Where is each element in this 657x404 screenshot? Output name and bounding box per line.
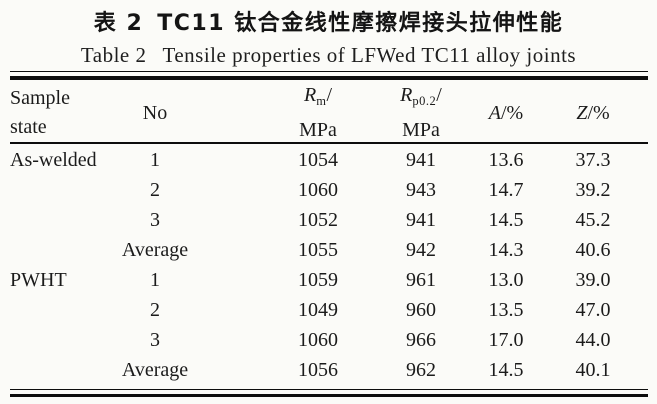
spacer-cell [192, 355, 268, 385]
z-symbol: Z [576, 101, 588, 124]
cell-z-reduction: 47.0 [575, 298, 611, 321]
cell-rm: 1054 [298, 148, 338, 171]
cell-rp02: 966 [406, 328, 436, 351]
spacer-cell [192, 295, 268, 325]
cell-z-reduction: 45.2 [575, 208, 611, 231]
table-row: 2 1049 960 13.5 47.0 [10, 295, 648, 325]
cell-rp02: 962 [406, 358, 436, 381]
spacer-cell [192, 265, 268, 295]
table-row: Average 1056 962 14.5 40.1 [10, 355, 648, 385]
header-row: Sample state No Rm/ MPa Rp0.2/ MPa [10, 81, 648, 145]
header-sample-state: Sample state [10, 81, 118, 145]
spacer-cell [192, 145, 268, 175]
bottom-rule-thin [10, 389, 648, 390]
spacer-cell [192, 175, 268, 205]
header-rm: Rm/ MPa [268, 81, 368, 145]
table-row: PWHT 1 1059 961 13.0 39.0 [10, 265, 648, 295]
table-row: As-welded 1 1054 941 13.6 37.3 [10, 145, 648, 175]
header-rp02: Rp0.2/ MPa [368, 81, 474, 145]
cell-sample-state [10, 235, 118, 265]
header-a: A/% [474, 81, 538, 145]
header-divider-rule [10, 142, 648, 144]
cell-sample-state [10, 325, 118, 355]
cell-no: 1 [150, 148, 160, 171]
cell-rm: 1052 [298, 208, 338, 231]
cell-z-reduction: 40.1 [575, 358, 611, 381]
cell-rm: 1060 [298, 328, 338, 351]
a-slash: /% [501, 101, 524, 124]
header-no: No [142, 101, 168, 124]
cell-rp02: 960 [406, 298, 436, 321]
cell-a-elongation: 13.6 [488, 148, 524, 171]
header-sample-state-line2: state [10, 116, 47, 138]
rm-symbol: R [303, 84, 317, 106]
cell-sample-state: PWHT [10, 268, 67, 291]
cell-rm: 1059 [298, 268, 338, 291]
header-z: Z/% [538, 81, 648, 145]
table-row: 3 1060 966 17.0 44.0 [10, 325, 648, 355]
rp02-unit: MPa [402, 119, 440, 141]
top-rule-thick [10, 76, 648, 80]
cell-rm: 1060 [298, 178, 338, 201]
cell-sample-state [10, 175, 118, 205]
cell-z-reduction: 39.0 [575, 268, 611, 291]
rm-slash: / [326, 84, 332, 106]
cell-a-elongation: 17.0 [488, 328, 524, 351]
cell-no: 1 [150, 268, 160, 291]
z-slash: /% [587, 101, 610, 124]
rp02-slash: / [436, 84, 442, 106]
cell-no: 3 [150, 208, 160, 231]
spacer-cell [192, 205, 268, 235]
spacer-cell [192, 325, 268, 355]
cell-no: Average [121, 358, 189, 381]
top-rule-thin [10, 71, 648, 72]
cell-a-elongation: 14.3 [488, 238, 524, 261]
header-spacer [192, 81, 268, 145]
cell-z-reduction: 37.3 [575, 148, 611, 171]
rm-subscript: m [316, 94, 327, 108]
cell-rm: 1056 [298, 358, 338, 381]
rp02-subscript: p0.2 [412, 94, 437, 108]
cell-z-reduction: 44.0 [575, 328, 611, 351]
cell-sample-state [10, 355, 118, 385]
table-title-en: Table 2 Tensile properties of LFWed TC11 … [0, 43, 657, 68]
cell-sample-state [10, 205, 118, 235]
cell-a-elongation: 14.7 [488, 178, 524, 201]
cell-rp02: 942 [406, 238, 436, 261]
table-title-zh: 表 2 TC11 钛合金线性摩擦焊接头拉伸性能 [0, 5, 657, 37]
table-row: 3 1052 941 14.5 45.2 [10, 205, 648, 235]
cell-a-elongation: 13.5 [488, 298, 524, 321]
cell-z-reduction: 39.2 [575, 178, 611, 201]
cell-z-reduction: 40.6 [575, 238, 611, 261]
spacer-cell [192, 235, 268, 265]
header-sample-state-line1: Sample [10, 87, 70, 109]
bottom-rule-thick [10, 394, 648, 397]
cell-rp02: 941 [406, 148, 436, 171]
cell-no: 3 [150, 328, 160, 351]
tensile-properties-table: Sample state No Rm/ MPa Rp0.2/ MPa [10, 81, 648, 385]
rm-unit: MPa [299, 119, 337, 141]
table-row: 2 1060 943 14.7 39.2 [10, 175, 648, 205]
cell-rm: 1055 [298, 238, 338, 261]
cell-sample-state [10, 295, 118, 325]
rp02-symbol: R [400, 84, 413, 106]
cell-rm: 1049 [298, 298, 338, 321]
table-caption-zh: TC11 钛合金线性摩擦焊接头拉伸性能 [157, 11, 564, 36]
cell-rp02: 941 [406, 208, 436, 231]
cell-a-elongation: 14.5 [488, 358, 524, 381]
cell-sample-state: As-welded [10, 148, 97, 171]
cell-rp02: 943 [406, 178, 436, 201]
table-caption-en: Tensile properties of LFWed TC11 alloy j… [162, 43, 577, 67]
a-symbol: A [488, 101, 501, 124]
cell-no: Average [121, 238, 189, 261]
table-row: Average 1055 942 14.3 40.6 [10, 235, 648, 265]
table-number-en: Table 2 [80, 43, 147, 67]
table-number-zh: 表 2 [93, 11, 144, 36]
cell-no: 2 [150, 178, 160, 201]
cell-no: 2 [150, 298, 160, 321]
cell-a-elongation: 13.0 [488, 268, 524, 291]
cell-a-elongation: 14.5 [488, 208, 524, 231]
cell-rp02: 961 [406, 268, 436, 291]
